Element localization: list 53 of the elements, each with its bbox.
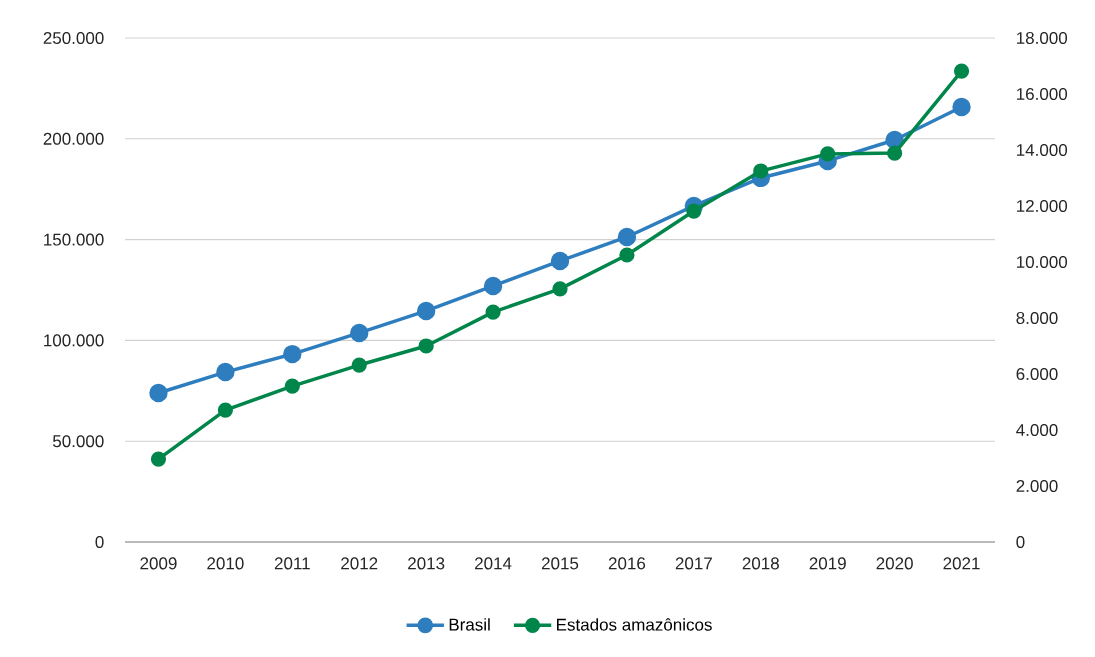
- point: [149, 383, 168, 403]
- y-tick-label: 0: [95, 535, 104, 549]
- x-tick-label: 2014: [475, 557, 512, 570]
- point: [350, 323, 369, 343]
- point: [216, 362, 235, 382]
- y2-tick-label: 6.000: [1016, 367, 1058, 381]
- y2-tick-label: 8.000: [1016, 311, 1058, 325]
- y2-tick-label: 4.000: [1016, 423, 1058, 437]
- point: [217, 402, 233, 418]
- x-tick-label: 2011: [274, 557, 310, 570]
- y2-tick-label: 2.000: [1016, 479, 1058, 493]
- legend-label: Estados amazônicos: [557, 618, 712, 631]
- y-tick-label: 250.000: [43, 31, 104, 45]
- point: [887, 145, 903, 161]
- x-tick-label: 2010: [207, 557, 244, 570]
- point: [283, 344, 302, 364]
- point: [753, 163, 769, 179]
- y-tick-label: 150.000: [44, 233, 104, 246]
- point: [150, 451, 167, 467]
- x-tick-label: 2009: [140, 557, 177, 570]
- point: [619, 247, 635, 263]
- point: [953, 63, 970, 79]
- y2-tick-label: 16.000: [1017, 87, 1068, 101]
- y-tick-label: 50.000: [52, 435, 104, 448]
- y-tick-label: 200.000: [43, 132, 104, 145]
- point: [485, 304, 501, 320]
- x-tick-label: 2021: [943, 557, 980, 570]
- y2-tick-label: 12.000: [1017, 199, 1068, 213]
- y2-tick-label: 0: [1016, 535, 1025, 549]
- y2-tick-label: 14.000: [1017, 143, 1068, 157]
- point: [418, 338, 434, 354]
- x-tick-label: 2016: [608, 557, 646, 570]
- point: [552, 281, 568, 297]
- x-tick-label: 2019: [809, 557, 846, 570]
- point: [416, 301, 436, 321]
- point: [686, 203, 702, 219]
- point: [483, 276, 503, 296]
- x-tick-label: 2013: [408, 557, 445, 570]
- legend-label: Brasil: [449, 618, 490, 631]
- y2-tick-label: 10.000: [1017, 255, 1068, 269]
- x-tick-label: 2018: [742, 557, 779, 570]
- x-tick-label: 2017: [675, 557, 712, 570]
- point: [284, 378, 300, 394]
- point: [820, 146, 836, 162]
- point: [617, 227, 637, 247]
- point: [550, 251, 570, 271]
- x-tick-label: 2015: [541, 557, 579, 570]
- x-tick-label: 2012: [341, 557, 378, 570]
- y-tick-label: 100.000: [44, 334, 104, 347]
- point: [952, 97, 971, 117]
- y2-tick-label: 18.000: [1017, 31, 1068, 45]
- x-tick-label: 2020: [876, 557, 913, 570]
- point: [351, 357, 367, 373]
